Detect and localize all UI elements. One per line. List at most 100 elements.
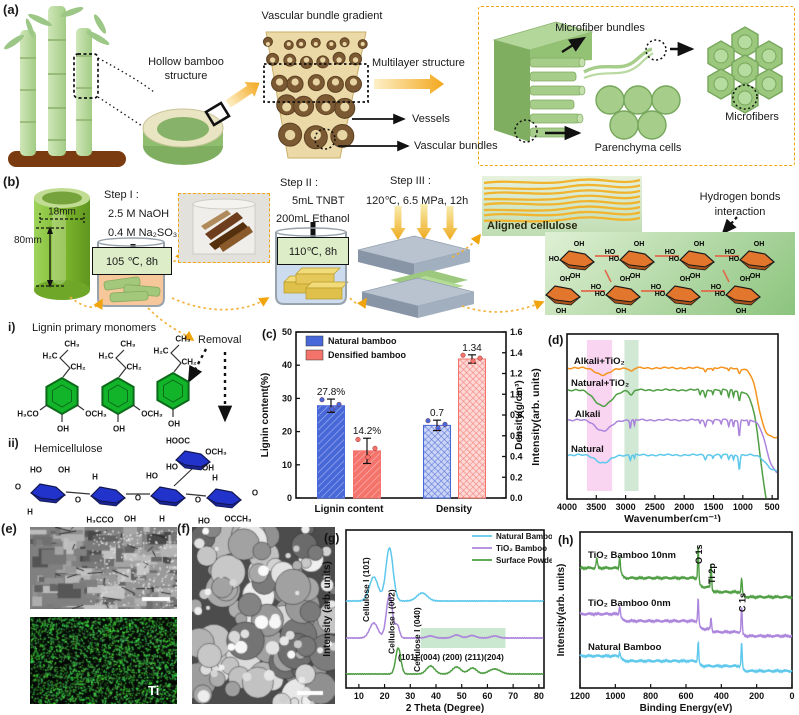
svg-text:OH: OH [630,273,641,280]
hbond-label-1: Hydrogen bonds [699,191,781,203]
svg-text:Density(g/cm³): Density(g/cm³) [514,380,525,449]
ftir-curve-0 [568,366,777,439]
monomer-2-ch3: CH₃ [175,334,191,344]
arrow-to-gradient [225,81,260,108]
hemicellulose-label-8: O [134,493,142,503]
svg-text:Binding Energy(eV): Binding Energy(eV) [640,703,733,714]
svg-text:10: 10 [282,460,292,470]
svg-text:Wavenumber(cm⁻¹): Wavenumber(cm⁻¹) [624,513,721,522]
svg-text:OH: OH [556,308,567,315]
svg-text:Cellulose I (002): Cellulose I (002) [387,589,397,654]
svg-text:OH: OH [676,308,687,315]
svg-text:OH: OH [680,276,691,283]
monomer-1-ch2: CH₂ [126,362,142,372]
hollow-label-2: structure [164,70,208,82]
step1-title: Step I : [104,189,139,201]
svg-text:OH: OH [740,276,751,283]
svg-text:1.4: 1.4 [510,348,523,358]
svg-text:HO: HO [651,284,662,291]
vessels-label: Vessels [412,113,450,125]
svg-text:C 1s: C 1s [738,593,748,612]
xps-curve-1 [579,598,793,639]
step2-condition-box: 110℃, 8h [277,237,349,265]
svg-text:HO: HO [591,284,602,291]
hot-press-illustration [357,204,475,318]
svg-text:HO: HO [725,249,736,256]
svg-text:1.34: 1.34 [462,343,482,354]
svg-text:0.0: 0.0 [510,493,523,503]
svg-text:200: 200 [749,691,764,701]
svg-text:HO: HO [605,249,616,256]
monomer-0-ch3: CH₃ [64,339,80,349]
xps-curve-0 [579,546,793,600]
svg-text:Natural+TiO₂: Natural+TiO₂ [571,378,629,389]
svg-text:OH: OH [694,241,705,248]
svg-text:Surface Powder: Surface Powder [496,556,552,565]
svg-text:Lignin content: Lignin content [315,504,385,515]
svg-text:HO: HO [595,291,606,298]
ftir-spectra-chart: 4000 3500 3000 2500 2000 1500 1000 500 Wavenumbe… [530,333,780,522]
svg-text:40: 40 [282,360,292,370]
svg-text:1000: 1000 [733,502,753,512]
step3-title: Step III : [390,175,431,187]
svg-text:20: 20 [282,427,292,437]
ftir-highlight-band-1 [624,340,639,491]
step1-condition-box: 105 ℃, 8h [92,247,172,275]
svg-text:TiO₂ Bamboo: TiO₂ Bamboo [496,544,547,553]
svg-text:0: 0 [287,493,292,503]
svg-text:0: 0 [789,691,794,701]
xrd-curve-0 [345,546,544,603]
lignin-title: Lignin primary monomers [32,322,157,334]
vascular-gradient-illustration [262,31,369,159]
monomer-2-h2c: H₂C [153,346,169,356]
monomer-0-right: OCH₃ [85,409,107,419]
svg-text:OH: OH [560,276,571,283]
hemicellulose-label-19: HO [166,462,178,472]
monomer-0-h2c: H₂C [42,351,58,361]
svg-text:HO: HO [609,256,620,263]
svg-text:400: 400 [714,691,729,701]
hemicellulose-label-17: OCH₃ [205,447,227,457]
svg-text:Density: Density [436,504,473,515]
monomer-1-right: OCH₃ [141,409,163,419]
xps-spectra-chart: 1200 1000 800 600 400 200 0 Binding Energy(eV) I… [556,531,795,714]
removal-arrow-1 [187,348,208,384]
svg-text:O 1s: O 1s [694,544,704,564]
step2-condition: 110℃, 8h [288,245,338,258]
hbond-label-2: interaction [714,206,766,218]
svg-text:2 Theta (Degree): 2 Theta (Degree) [406,703,484,714]
panel-b-label: (b) [3,174,20,189]
step2-line1: 5mL TNBT [292,195,345,207]
hemicellulose-label-16: HOOC [166,436,190,446]
svg-text:1.2: 1.2 [510,369,523,379]
svg-text:1.6: 1.6 [510,327,523,337]
multilayer-arrow [374,74,444,94]
svg-text:14.2%: 14.2% [353,426,381,437]
hemicellulose-label-13: HO [198,516,210,526]
svg-text:2000: 2000 [674,502,694,512]
svg-text:500: 500 [765,502,780,512]
cellulose-hbond-diagram: OHHOOHHOOHHOOHHOOHHOOHHOOHHOOHOHHOOHHOOH… [545,232,795,315]
monomer-0-left: H₃CO [17,409,39,419]
panel-f-label: (f) [177,521,190,536]
sem-image-tio2-particles [192,527,335,704]
svg-text:OH: OH [754,241,765,248]
svg-text:3000: 3000 [616,502,636,512]
sem-image-densified-surface [30,527,177,609]
hemicellulose-label-5: H [92,472,98,482]
aligned-cellulose-inset: Aligned cellulose [482,176,642,236]
xrd-curve-1 [345,594,544,640]
svg-text:1.0: 1.0 [510,389,523,399]
svg-text:Cellulose I (101̄): Cellulose I (101̄) [361,557,371,622]
svg-text:20: 20 [380,691,390,701]
panel-a-label: (a) [3,2,19,17]
hemicellulose-label-12: H [212,473,218,483]
step2-line2: 200mL Ethanol [276,213,350,225]
ftir-curve-1 [568,388,767,498]
hollow-label-1: Hollow bamboo [148,56,224,68]
svg-text:3500: 3500 [586,502,606,512]
svg-text:2500: 2500 [645,502,665,512]
monomer-0-oh: OH [57,424,69,434]
svg-text:10: 10 [354,691,364,701]
svg-text:OH: OH [574,241,585,248]
